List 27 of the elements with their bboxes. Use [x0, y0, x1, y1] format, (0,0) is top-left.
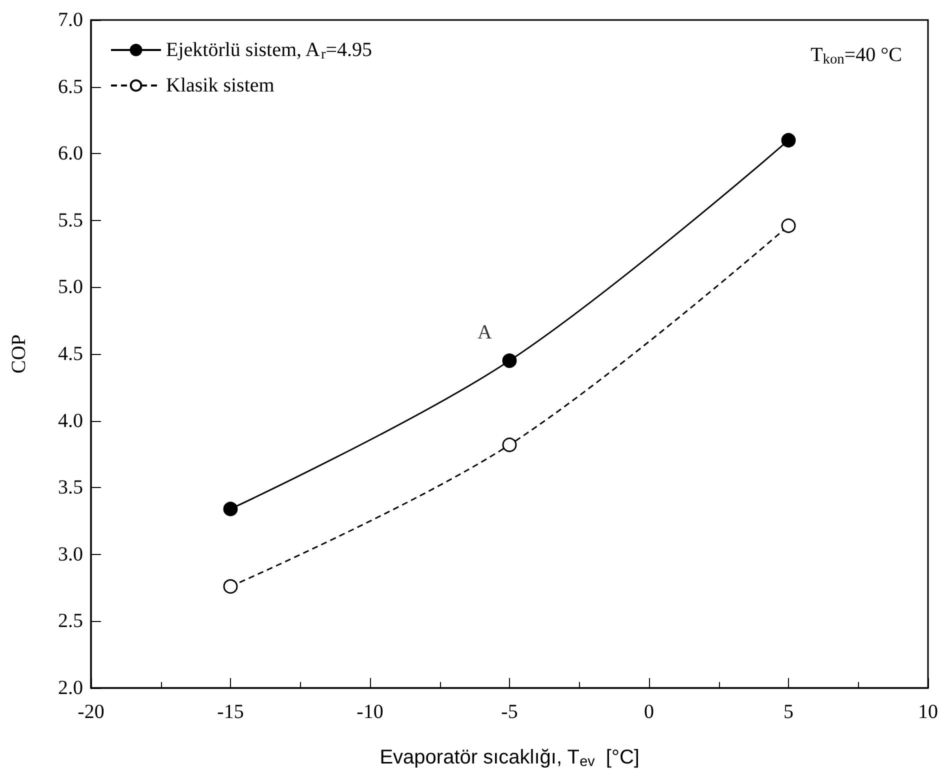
legend-label: Klasik sistem [166, 74, 275, 96]
point [781, 218, 796, 233]
y-tick-label: 3.0 [58, 543, 83, 566]
point [781, 132, 796, 148]
y-tick-label: 3.5 [58, 476, 83, 499]
x-tick-label: 0 [644, 701, 654, 723]
x-tick-label: -20 [78, 701, 104, 723]
y-axis-title: COP [8, 334, 30, 374]
point [502, 438, 517, 452]
x-tick-label: -10 [356, 701, 384, 723]
y-tick-label: 5.0 [58, 276, 83, 298]
y-tick-label: 2.5 [58, 610, 83, 632]
point [502, 353, 517, 368]
point [223, 502, 238, 516]
y-tick-label: 4.5 [58, 343, 83, 365]
y-tick-label: 6.5 [58, 76, 83, 98]
annotation: A [478, 322, 492, 344]
x-tick-label: -5 [501, 701, 518, 723]
y-tick-label: 2.0 [58, 677, 83, 699]
x-tick-label: 10 [918, 701, 938, 723]
y-tick-label: 4.0 [58, 410, 83, 432]
x-tick-label: -15 [217, 701, 244, 723]
point [223, 579, 238, 594]
x-tick-label: 5 [784, 701, 794, 723]
y-tick-label: 7.0 [58, 9, 83, 31]
y-tick-label: 6.0 [58, 142, 83, 165]
y-tick-label: 5.5 [58, 209, 83, 232]
